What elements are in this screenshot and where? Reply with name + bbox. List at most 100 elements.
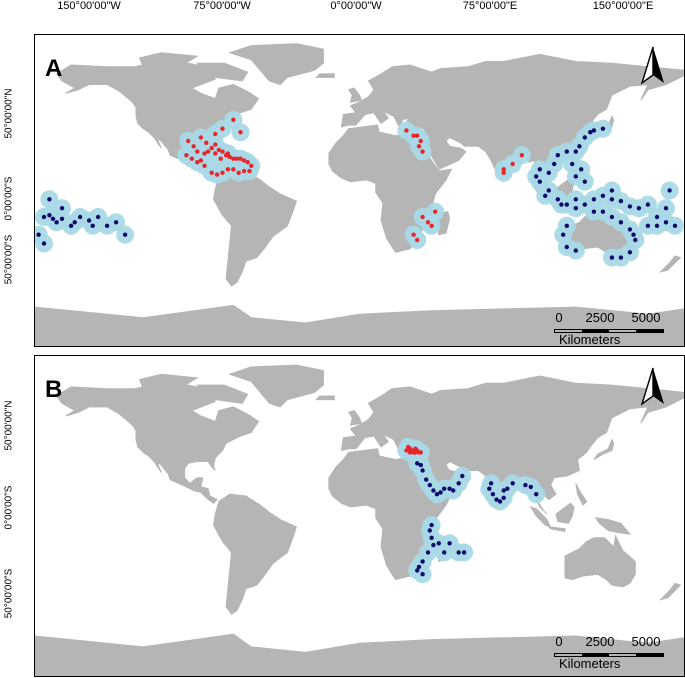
native-occurrence-point (663, 206, 669, 211)
native-occurrence-point (47, 197, 52, 202)
native-occurrence-point (429, 535, 434, 540)
introduced-occurrence-point (415, 237, 420, 243)
native-occurrence-point (447, 541, 452, 546)
native-occurrence-point (609, 214, 615, 220)
introduced-occurrence-point (404, 128, 409, 133)
landmass-baffin (196, 384, 249, 404)
map-panel-a: A N 0 2500 5000 Kilometers (34, 34, 685, 347)
native-occurrence-point (627, 227, 633, 232)
native-occurrence-point (546, 188, 551, 193)
introduced-occurrence-point (429, 223, 434, 228)
introduced-occurrence-point (220, 149, 225, 154)
native-occurrence-point (534, 174, 539, 179)
landmass-java (547, 526, 566, 533)
native-occurrence-point (577, 144, 582, 149)
landmass-new-zealand (658, 582, 682, 601)
map-panel-b: B N 0 2500 5000 Kilometers (34, 355, 685, 677)
native-occurrence-point (41, 214, 47, 220)
native-occurrence-point (90, 223, 95, 228)
native-occurrence-point (77, 214, 83, 220)
introduced-occurrence-point (418, 138, 423, 144)
native-occurrence-point (564, 202, 569, 207)
left-axis-label: 50°00'00"N (3, 88, 15, 139)
native-occurrence-point (618, 198, 624, 204)
landmass-new-zealand (658, 255, 682, 273)
landmass-antarctica (35, 633, 684, 676)
introduced-occurrence-point (413, 450, 418, 455)
native-occurrence-point (487, 486, 492, 491)
native-occurrence-point (609, 255, 615, 260)
native-occurrence-point (415, 461, 420, 466)
native-occurrence-point (600, 209, 606, 214)
native-occurrence-point (667, 188, 672, 193)
north-arrow-icon: N (638, 45, 668, 85)
scale-tick: 0 (555, 310, 563, 325)
introduced-occurrence-point (202, 163, 207, 168)
native-occurrence-point (420, 572, 425, 577)
landmass-canada-arctic (138, 52, 199, 68)
native-occurrence-point (47, 213, 52, 218)
landmass-iceland (314, 73, 335, 78)
top-axis-label: 150°00'00"W (57, 0, 121, 12)
native-occurrence-point (488, 481, 494, 486)
introduced-occurrence-point (415, 133, 420, 138)
native-occurrence-point (543, 193, 548, 198)
introduced-occurrence-point (510, 161, 515, 167)
native-occurrence-point (591, 197, 597, 202)
native-occurrence-point (456, 550, 461, 555)
introduced-occurrence-point (191, 144, 196, 149)
scale-unit: Kilometers (559, 332, 621, 347)
native-occurrence-point (431, 542, 436, 548)
native-occurrence-point (415, 568, 420, 573)
scale-tick: 2500 (585, 310, 615, 325)
native-occurrence-point (582, 202, 587, 207)
introduced-occurrence-point (202, 151, 207, 156)
landmass-south-america (212, 493, 298, 615)
native-occurrence-point (573, 206, 578, 211)
native-occurrence-point (573, 248, 578, 253)
landmass-iceland (314, 395, 335, 401)
scale-tick: 5000 (631, 634, 661, 649)
native-occurrence-point (591, 128, 597, 133)
north-label: N (652, 64, 659, 74)
native-occurrence-point (36, 232, 41, 237)
introduced-occurrence-point (249, 163, 254, 168)
left-axis-label: 0°00'00"S (3, 176, 15, 221)
native-occurrence-point (663, 220, 669, 225)
introduced-occurrence-point (216, 147, 222, 153)
introduced-occurrence-point (205, 149, 211, 154)
native-occurrence-point (561, 232, 566, 237)
native-occurrence-point (461, 550, 467, 555)
native-occurrence-point (654, 214, 660, 220)
native-occurrence-point (579, 167, 584, 172)
native-occurrence-point (573, 149, 578, 154)
introduced-occurrence-point (425, 220, 431, 225)
native-occurrence-point (427, 482, 432, 488)
left-axis-label: 50°00'00"N (3, 400, 15, 451)
native-occurrence-point (427, 528, 432, 533)
native-occurrence-point (442, 550, 447, 555)
native-occurrence-point (618, 255, 624, 260)
native-occurrence-point (59, 216, 65, 221)
landmass-sumatra (529, 506, 552, 528)
native-occurrence-point (672, 223, 678, 228)
native-occurrence-point (429, 522, 434, 528)
native-occurrence-point (490, 492, 496, 497)
landmass-borneo (555, 502, 575, 524)
top-axis-label: 75°00'00"W (193, 0, 251, 12)
introduced-occurrence-point (189, 156, 194, 161)
landmass-south-america (212, 168, 298, 287)
introduced-occurrence-point (238, 130, 243, 135)
landmass-japan (593, 438, 615, 461)
scale-bar: 0 2500 5000 Kilometers (554, 310, 664, 347)
native-occurrence-point (460, 473, 465, 479)
native-occurrence-point (600, 126, 606, 131)
native-occurrence-point (555, 197, 560, 202)
native-occurrence-point (555, 153, 560, 158)
native-occurrence-point (633, 237, 638, 243)
introduced-occurrence-point (231, 117, 236, 123)
native-occurrence-point (95, 214, 101, 220)
native-occurrence-point (416, 564, 422, 570)
native-occurrence-point (534, 492, 539, 497)
native-occurrence-point (600, 193, 606, 198)
